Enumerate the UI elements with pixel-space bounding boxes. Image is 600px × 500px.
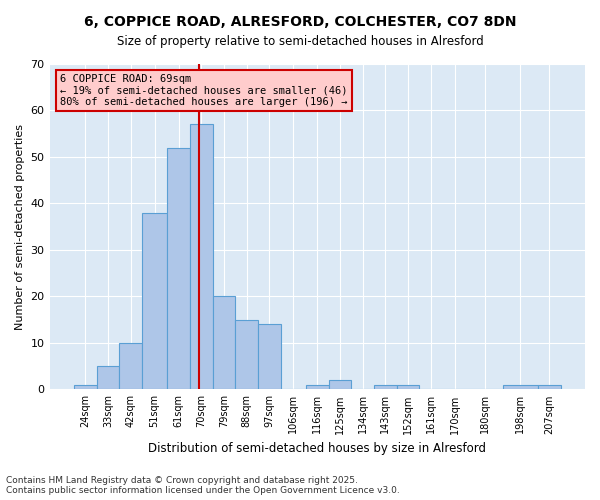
Bar	[97, 366, 119, 390]
Text: 6 COPPICE ROAD: 69sqm
← 19% of semi-detached houses are smaller (46)
80% of semi: 6 COPPICE ROAD: 69sqm ← 19% of semi-deta…	[60, 74, 348, 107]
Bar	[212, 296, 235, 390]
Bar	[538, 385, 560, 390]
X-axis label: Distribution of semi-detached houses by size in Alresford: Distribution of semi-detached houses by …	[148, 442, 486, 455]
Text: Size of property relative to semi-detached houses in Alresford: Size of property relative to semi-detach…	[116, 35, 484, 48]
Bar	[235, 320, 258, 390]
Text: 6, COPPICE ROAD, ALRESFORD, COLCHESTER, CO7 8DN: 6, COPPICE ROAD, ALRESFORD, COLCHESTER, …	[84, 15, 516, 29]
Bar	[306, 385, 329, 390]
Bar	[329, 380, 352, 390]
Bar	[258, 324, 281, 390]
Bar	[119, 343, 142, 390]
Bar	[397, 385, 419, 390]
Bar	[374, 385, 397, 390]
Bar	[503, 385, 538, 390]
Bar	[167, 148, 190, 390]
Y-axis label: Number of semi-detached properties: Number of semi-detached properties	[15, 124, 25, 330]
Bar	[74, 385, 97, 390]
Bar	[190, 124, 212, 390]
Text: Contains HM Land Registry data © Crown copyright and database right 2025.
Contai: Contains HM Land Registry data © Crown c…	[6, 476, 400, 495]
Bar	[142, 213, 167, 390]
